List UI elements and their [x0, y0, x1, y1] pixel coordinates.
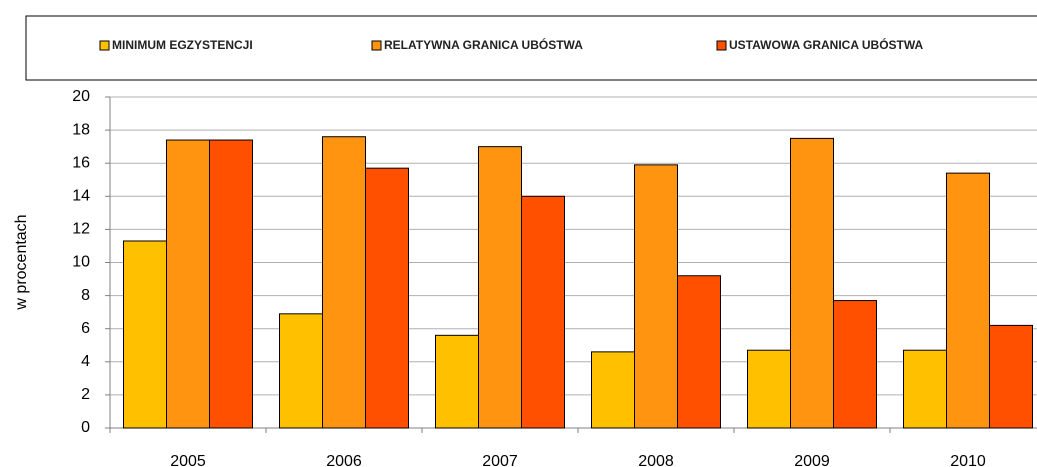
bar	[903, 349, 947, 429]
bar	[166, 139, 210, 429]
legend-swatch	[371, 40, 382, 51]
y-tick-label: 10	[72, 254, 90, 271]
bar	[322, 136, 366, 429]
x-tick-label: 2009	[794, 453, 830, 467]
legend-label: USTAWOWA GRANICA UBÓSTWA	[729, 37, 924, 52]
bar	[123, 240, 167, 429]
y-axis-label: w procentach	[13, 214, 30, 310]
y-tick-label: 6	[81, 320, 90, 337]
y-tick-label: 8	[81, 287, 90, 304]
bar	[521, 195, 565, 429]
bar	[790, 137, 834, 429]
x-tick-label: 2006	[326, 453, 362, 467]
y-tick-label: 20	[72, 88, 90, 105]
legend-label: RELATYWNA GRANICA UBÓSTWA	[384, 37, 583, 52]
bar	[946, 172, 990, 429]
x-tick-label: 2010	[950, 453, 986, 467]
bar	[989, 324, 1033, 429]
y-tick-label: 14	[72, 188, 90, 205]
bar	[634, 164, 678, 429]
bar	[833, 300, 877, 429]
bar	[747, 349, 791, 429]
x-tick-label: 2005	[170, 453, 206, 467]
legend-label: MINIMUM EGZYSTENCJI	[112, 38, 253, 52]
bar	[279, 313, 323, 429]
y-tick-label: 0	[81, 419, 90, 436]
bar	[435, 334, 479, 429]
legend-box	[25, 15, 1037, 81]
legend-swatch	[716, 40, 727, 51]
y-tick-label: 16	[72, 154, 90, 171]
bar	[209, 139, 253, 429]
y-tick-label: 4	[81, 353, 90, 370]
y-tick-label: 12	[72, 221, 90, 238]
bar	[591, 351, 635, 429]
legend-swatch	[99, 40, 110, 51]
y-tick-label: 18	[72, 121, 90, 138]
bar	[677, 275, 721, 429]
x-tick-label: 2008	[638, 453, 674, 467]
bar	[365, 167, 409, 429]
y-tick-label: 2	[81, 386, 90, 403]
x-tick-label: 2007	[482, 453, 518, 467]
bar	[478, 146, 522, 429]
